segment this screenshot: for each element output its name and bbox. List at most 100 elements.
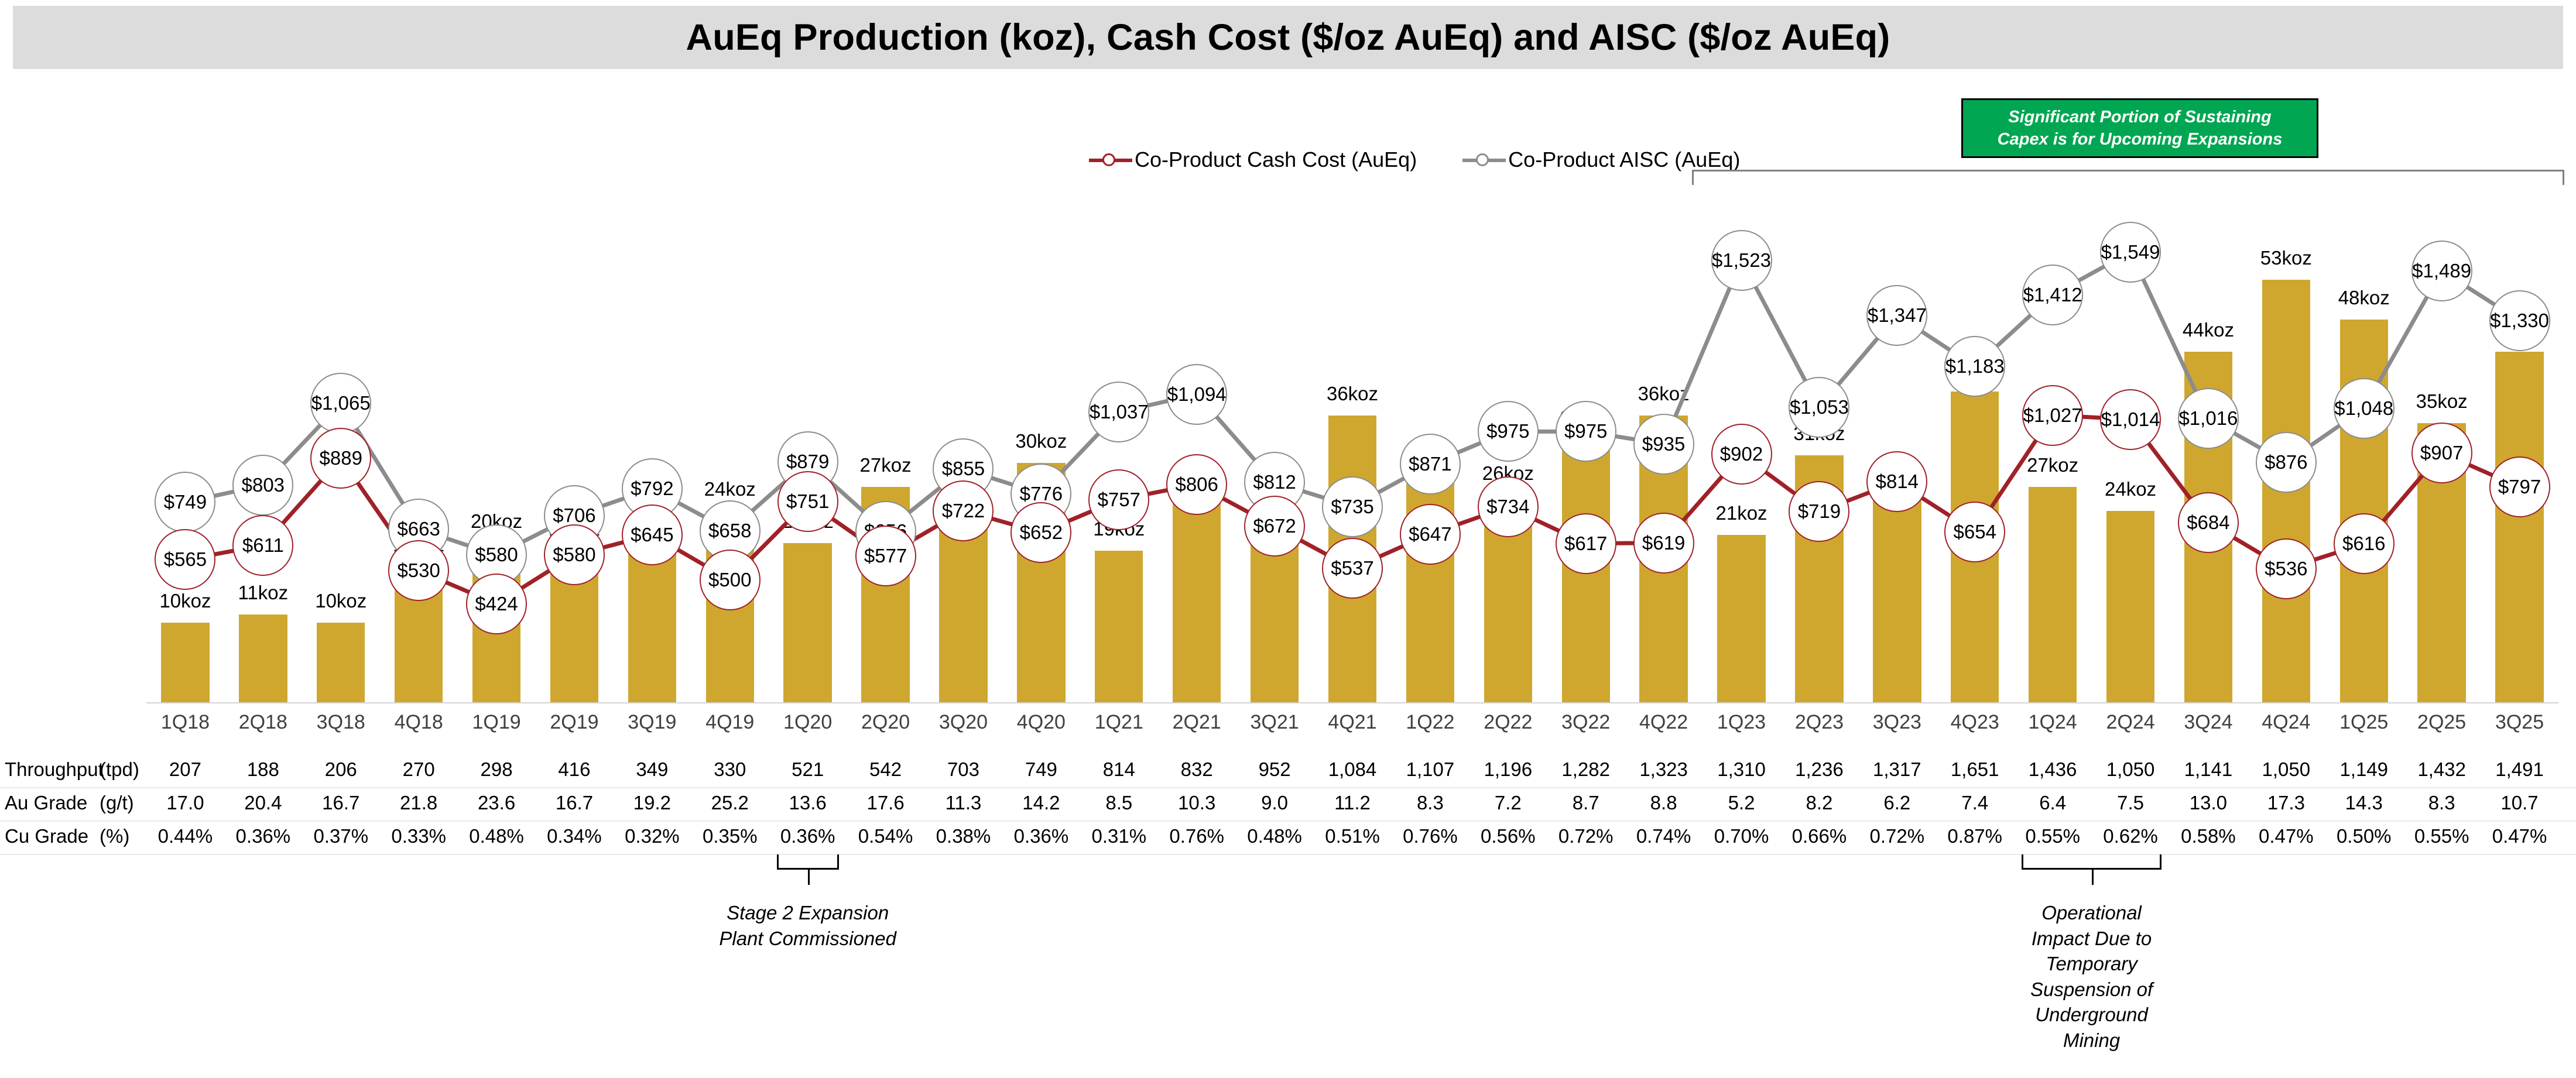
marker-value-label: $751: [786, 490, 830, 513]
x-axis-labels: 1Q18 2Q18 3Q18 4Q18 1Q19 2Q19 3Q19 4Q19 1Q20 2Q20…: [146, 711, 2558, 745]
aisc-marker-3q23: $1,347: [1866, 284, 1928, 346]
legend-item-cash-cost[interactable]: Co-Product Cash Cost (AuEq): [1089, 147, 1417, 172]
x-axis-label-3q19: 3Q19: [628, 711, 677, 733]
table-cell: 416: [558, 758, 591, 780]
cash-marker-3q25: $797: [2489, 456, 2550, 518]
table-cell: 207: [169, 758, 201, 780]
table-cell: 0.58%: [2181, 825, 2236, 847]
marker-value-label: $619: [1642, 531, 1686, 554]
marker-value-label: $663: [397, 518, 440, 540]
table-cell: 11.2: [1334, 792, 1371, 813]
cash-marker-3q22: $617: [1555, 513, 1616, 574]
data-table: Throughput (tpd) 207 188 206 270 298 416 349 330 5…: [0, 755, 2576, 855]
table-cell: 0.37%: [313, 825, 369, 847]
marker-value-label: $577: [864, 545, 907, 567]
bar-label-3q24: 44koz: [2182, 318, 2234, 341]
note-underground-suspension-line-6: Mining: [2063, 1029, 2121, 1051]
aisc-marker-3q22: $975: [1555, 401, 1616, 462]
marker-value-label: $797: [2498, 476, 2541, 498]
cash-marker-3q19: $645: [621, 504, 683, 565]
bar-2q21: [1172, 503, 1221, 702]
table-cell: 1,084: [1328, 758, 1377, 780]
table-cell: 8.7: [1572, 792, 1599, 813]
x-axis-label-3q20: 3Q20: [938, 711, 988, 733]
table-cell: 0.33%: [391, 825, 446, 847]
x-axis-label-1q20: 1Q20: [783, 711, 833, 733]
cash-marker-3q24: $684: [2177, 492, 2239, 553]
x-axis-label-3q21: 3Q21: [1250, 711, 1299, 733]
cash-marker-3q20: $722: [933, 480, 994, 541]
marker-value-label: $871: [1409, 452, 1452, 475]
marker-value-label: $654: [1953, 520, 1996, 543]
aisc-marker-2q25: $1,489: [2411, 240, 2472, 301]
table-cell: 0.76%: [1169, 825, 1224, 847]
bar-label-4q19: 24koz: [704, 478, 756, 500]
table-cell: 25.2: [711, 792, 749, 813]
table-cell: 1,651: [1950, 758, 1999, 780]
table-cell: 8.3: [1416, 792, 1444, 813]
table-cell: 1,141: [2184, 758, 2233, 780]
table-cell: 20.4: [244, 792, 282, 813]
marker-value-label: $536: [2265, 557, 2308, 579]
cash-marker-4q22: $619: [1633, 512, 1694, 574]
aisc-marker-2q24: $1,549: [2100, 221, 2161, 283]
table-cell: 0.36%: [780, 825, 835, 847]
x-axis-label-2q18: 2Q18: [238, 711, 287, 733]
table-cell: 0.66%: [1791, 825, 1847, 847]
table-cell: 0.47%: [2492, 825, 2547, 847]
table-cell: 349: [636, 758, 669, 780]
legend-label-cash-cost: Co-Product Cash Cost (AuEq): [1135, 147, 1417, 171]
table-cell: 1,282: [1561, 758, 1610, 780]
bar-3q18: [317, 622, 365, 702]
table-cell: 0.62%: [2103, 825, 2158, 847]
legend-label-aisc: Co-Product AISC (AuEq): [1508, 147, 1741, 171]
marker-value-label: $776: [1019, 482, 1063, 504]
table-cell: 6.4: [2039, 792, 2067, 813]
marker-value-label: $975: [1564, 420, 1608, 442]
cash-marker-2q23: $719: [1789, 481, 1850, 543]
annotation-brace-stem: [807, 870, 810, 885]
cash-marker-2q25: $907: [2411, 422, 2472, 483]
marker-value-label: $1,037: [1089, 401, 1149, 423]
bar-label-4q24: 53koz: [2260, 247, 2312, 269]
table-row-unit: (tpd): [100, 758, 139, 780]
cash-marker-4q19: $500: [699, 550, 761, 611]
cash-marker-4q18: $530: [388, 540, 450, 602]
table-row: Au Grade (g/t) 17.0 20.4 16.7 21.8 23.6 16.7 19.…: [0, 788, 2576, 822]
marker-value-label: $757: [1097, 488, 1140, 510]
aisc-marker-3q25: $1,330: [2489, 290, 2550, 351]
table-cell: 16.7: [555, 792, 594, 813]
table-cell: 0.54%: [858, 825, 913, 847]
x-axis-label-3q24: 3Q24: [2184, 711, 2233, 733]
x-axis-label-1q24: 1Q24: [2028, 711, 2077, 733]
bar-1q18: [161, 622, 210, 702]
x-axis-label-2q22: 2Q22: [1484, 711, 1533, 733]
aisc-marker-1q22: $871: [1399, 433, 1461, 495]
table-cell: 1,323: [1639, 758, 1688, 780]
cash-marker-1q18: $565: [155, 529, 216, 591]
table-cell: 1,149: [2339, 758, 2389, 780]
marker-value-label: $935: [1642, 432, 1686, 455]
table-cell: 832: [1180, 758, 1213, 780]
marker-value-label: $1,027: [2023, 404, 2082, 426]
marker-value-label: $1,489: [2412, 259, 2472, 281]
marker-value-label: $1,330: [2490, 309, 2550, 331]
note-stage2-expansion-line-2: Plant Commissioned: [719, 927, 896, 949]
bar-2q24: [2106, 511, 2155, 702]
table-cell: 0.76%: [1403, 825, 1458, 847]
cash-marker-2q20: $577: [855, 526, 916, 586]
table-cell: 1,050: [2262, 758, 2311, 780]
note-underground-suspension: Operational Impact Due to Temporary Suspens…: [2030, 900, 2153, 1053]
x-axis-label-4q21: 4Q21: [1328, 711, 1377, 733]
table-cell: 17.6: [866, 792, 905, 813]
table-cell: 0.35%: [702, 825, 758, 847]
bar-2q18: [239, 614, 287, 702]
aisc-marker-4q22: $935: [1633, 413, 1694, 475]
marker-value-label: $735: [1331, 495, 1374, 517]
table-cell: 0.32%: [625, 825, 680, 847]
legend-item-aisc[interactable]: Co-Product AISC (AuEq): [1462, 147, 1740, 172]
table-cell: 0.72%: [1869, 825, 1925, 847]
bar-label-4q20: 30koz: [1015, 430, 1067, 452]
table-cell: 188: [246, 758, 279, 780]
table-cell: 14.3: [2345, 792, 2383, 813]
